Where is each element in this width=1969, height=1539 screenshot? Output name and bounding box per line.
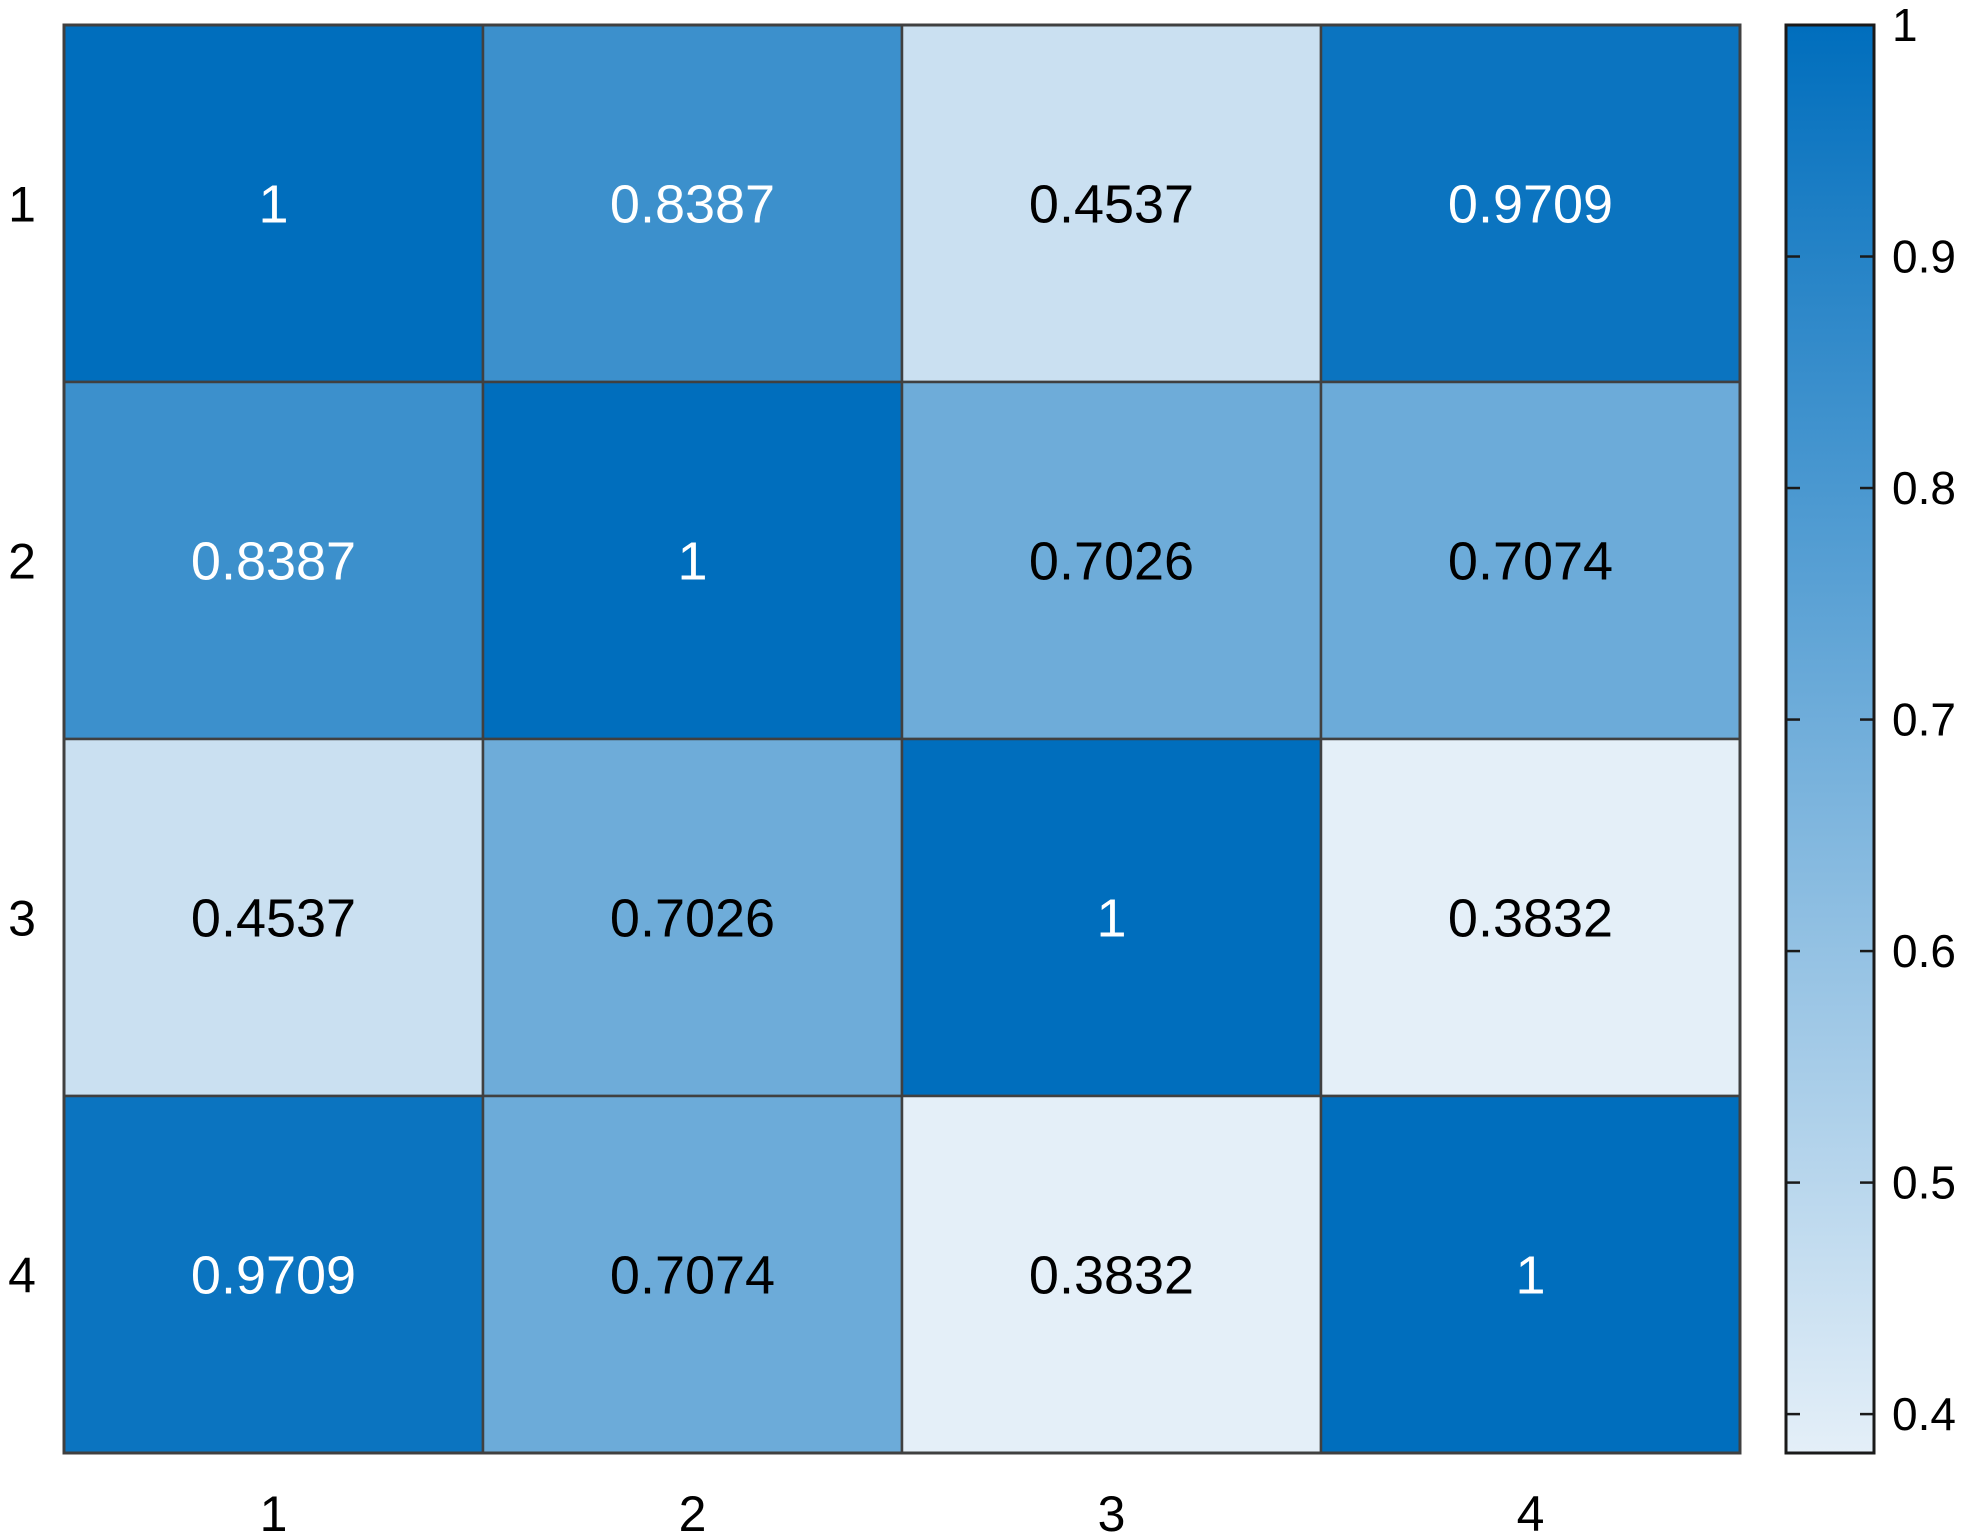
colorbar-tick-label: 1 [1892, 0, 1918, 51]
cell-value-label-r1-c3: 0.4537 [1029, 175, 1194, 235]
colorbar-tick-label: 0.7 [1892, 694, 1956, 746]
heatmap-cell-r4-c2 [481, 1094, 904, 1455]
y-tick-label-1: 1 [8, 177, 36, 233]
heatmap-cell-r1-c4 [1319, 23, 1742, 384]
heatmap-cell-r2-c3 [900, 380, 1323, 741]
plot-frame [62, 23, 1742, 1455]
x-tick-label-4: 4 [1517, 1486, 1545, 1539]
x-tick-label-1: 1 [260, 1486, 288, 1539]
x-tick-label-2: 2 [679, 1486, 707, 1539]
colorbar-tick-label: 0.5 [1892, 1157, 1956, 1209]
cell-value-label-r4-c4: 1 [1515, 1246, 1545, 1306]
heatmap-cell-r1-c1 [62, 23, 485, 384]
cell-value-label-r2-c2: 1 [677, 532, 707, 592]
heatmap-cell-r1-c2 [481, 23, 904, 384]
colorbar-ticks: 0.4 0.5 0.6 0.7 0.8 0.9 1 [1786, 0, 1956, 1440]
heatmap-cell-r4-c4 [1319, 1094, 1742, 1455]
colorbar-tick-label: 0.4 [1892, 1388, 1956, 1440]
cell-value-label-r2-c4: 0.7074 [1448, 532, 1613, 592]
heatmap-cell-r2-c1 [62, 380, 485, 741]
colorbar-tick-label: 0.9 [1892, 231, 1956, 283]
heatmap-cell-labels: 1 0.8387 0.4537 0.9709 0.8387 1 0.7026 0.7074 0.… [191, 175, 1613, 1306]
y-tick-label-2: 2 [8, 534, 36, 590]
cell-value-label-r1-c4: 0.9709 [1448, 175, 1613, 235]
cell-value-label-r1-c1: 1 [258, 175, 288, 235]
colorbar-gradient [1784, 23, 1876, 1455]
cell-value-label-r2-c3: 0.7026 [1029, 532, 1194, 592]
heatmap-cells [62, 23, 1742, 1455]
heatmap-cell-r2-c4 [1319, 380, 1742, 741]
x-tick-label-3: 3 [1098, 1486, 1126, 1539]
y-axis-ticks: 1 2 3 4 [8, 177, 36, 1304]
x-axis-ticks: 1 2 3 4 [260, 1486, 1545, 1539]
cell-value-label-r4-c2: 0.7074 [610, 1246, 775, 1306]
cell-value-label-r2-c1: 0.8387 [191, 532, 356, 592]
heatmap-cell-r3-c2 [481, 737, 904, 1098]
colorbar-tick-label: 0.6 [1892, 925, 1956, 977]
cell-value-label-r3-c1: 0.4537 [191, 889, 356, 949]
heatmap-cell-r4-c3 [900, 1094, 1323, 1455]
cell-value-label-r4-c3: 0.3832 [1029, 1246, 1194, 1306]
cell-value-label-r3-c3: 1 [1096, 889, 1126, 949]
cell-value-label-r1-c2: 0.8387 [610, 175, 775, 235]
cell-value-label-r3-c2: 0.7026 [610, 889, 775, 949]
heatmap-cell-r2-c2 [481, 380, 904, 741]
cell-value-label-r4-c1: 0.9709 [191, 1246, 356, 1306]
colorbar-tick-label: 0.8 [1892, 462, 1956, 514]
colorbar: 0.4 0.5 0.6 0.7 0.8 0.9 1 [1784, 0, 1956, 1455]
y-tick-label-3: 3 [8, 891, 36, 947]
cell-value-label-r3-c4: 0.3832 [1448, 889, 1613, 949]
heatmap-cell-r4-c1 [62, 1094, 485, 1455]
heatmap-cell-r3-c4 [1319, 737, 1742, 1098]
y-tick-label-4: 4 [8, 1248, 36, 1304]
